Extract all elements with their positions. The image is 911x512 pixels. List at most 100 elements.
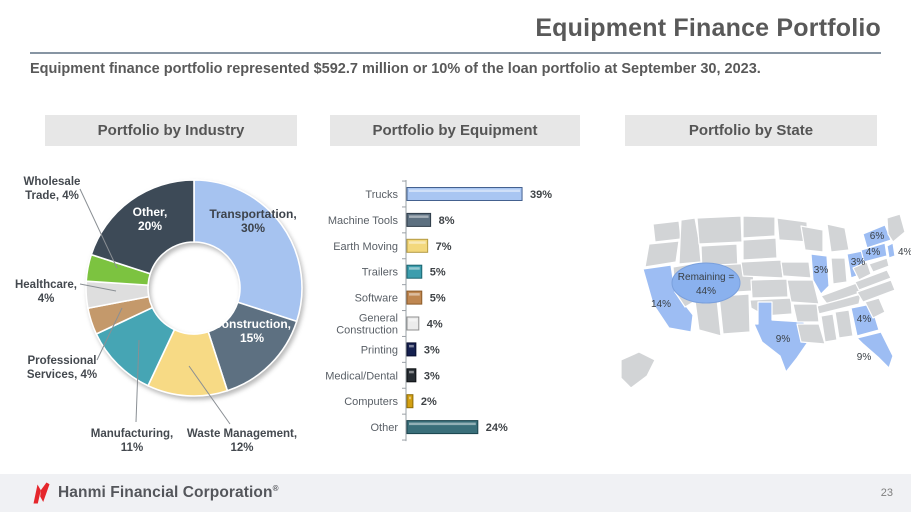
state-ms	[820, 313, 838, 343]
state-sc	[864, 297, 886, 319]
state-az	[694, 298, 722, 337]
bar-highlight	[409, 241, 426, 244]
state-nc	[856, 279, 896, 303]
bar-trailers	[406, 264, 423, 279]
section-header-state: Portfolio by State	[625, 115, 877, 146]
trademark-symbol: ®	[272, 483, 279, 493]
bar-value-computers: 2%	[421, 396, 437, 408]
state-mt	[696, 215, 743, 245]
brand: Hanmi Financial Corporation®	[30, 481, 279, 505]
bar-value-earth-moving: 7%	[436, 241, 452, 253]
section-header-industry: Portfolio by Industry	[45, 115, 297, 146]
bar-computers	[406, 394, 414, 409]
state-pa	[860, 242, 888, 263]
bar-highlight	[409, 189, 521, 192]
state-label-ny: 6%	[870, 231, 885, 242]
bar-general-construction	[406, 316, 420, 331]
bar-value-general-construction: 4%	[427, 319, 443, 331]
bar-category-earth-moving: Earth Moving	[333, 241, 398, 253]
leader-line-manufacturing	[135, 339, 140, 423]
industry-donut-chart: Transportation, 30% Construction, 15% Other,…	[15, 176, 303, 454]
state-label-oh: 3%	[851, 257, 866, 268]
state-ca	[642, 264, 694, 333]
state-neng	[886, 213, 906, 243]
remaining-bubble	[671, 262, 741, 304]
bar-highlight	[409, 370, 414, 374]
bar-medical-dental	[406, 368, 417, 383]
state-label-nj: 4%	[898, 247, 911, 258]
state-nj	[886, 242, 896, 259]
bar-machine-tools	[406, 212, 432, 227]
leader-line-professional-services	[96, 307, 123, 361]
state-ny	[862, 224, 892, 249]
state-label-ca: 14%	[651, 299, 671, 310]
bar-category-trailers: Trailers	[362, 267, 399, 279]
leader-line-waste-management	[188, 365, 231, 425]
equipment-bar-chart: Trucks 39% Machine Tools 8% Earth Moving 7% Tr…	[325, 180, 552, 442]
bar-software	[406, 290, 423, 305]
bar-value-machine-tools: 8%	[439, 215, 455, 227]
donut-segment-transportation	[193, 179, 303, 323]
donut-segment-other	[90, 179, 195, 275]
bar-value-medical-dental: 3%	[424, 370, 440, 382]
state-ar	[792, 303, 820, 323]
state-label-tx: 9%	[776, 334, 791, 345]
state-wi	[800, 225, 824, 253]
state-va	[854, 269, 892, 291]
state-al	[834, 309, 854, 339]
state-md	[868, 257, 890, 273]
bar-value-software: 5%	[430, 293, 446, 305]
donut-label-other: Other, 20%	[133, 205, 168, 233]
state-ak	[620, 351, 656, 389]
state-nd	[742, 215, 776, 239]
state-ne	[740, 259, 784, 279]
state-tx	[753, 301, 809, 373]
bar-highlight	[409, 293, 420, 296]
subtitle: Equipment finance portfolio represented …	[30, 61, 761, 77]
page-number: 23	[880, 487, 893, 499]
bar-category-medical-dental: Medical/Dental	[325, 370, 398, 382]
state-la	[796, 323, 826, 345]
donut-label-construction: Construction, 15%	[213, 317, 291, 345]
page-title: Equipment Finance Portfolio	[535, 14, 881, 42]
donut-label-healthcare: Healthcare, 4%	[15, 279, 77, 305]
leader-line-wholesale-trade	[79, 188, 118, 269]
section-header-equipment: Portfolio by Equipment	[330, 115, 580, 146]
donut-label-wholesale-trade: Wholesale Trade, 4%	[24, 176, 81, 202]
state-mo	[786, 279, 820, 305]
state-label-ga: 4%	[857, 314, 872, 325]
footer: Hanmi Financial Corporation® 23	[0, 474, 911, 512]
hanmi-logo-icon	[33, 482, 50, 504]
state-ks	[750, 278, 789, 299]
bar-category-general-construction: General Construction	[336, 313, 398, 337]
bar-highlight	[409, 319, 417, 322]
donut-label-transportation: Transportation, 30%	[209, 207, 296, 235]
bar-highlight	[409, 396, 411, 400]
state-wv	[852, 261, 872, 281]
title-rule	[30, 52, 881, 54]
bar-category-machine-tools: Machine Tools	[328, 215, 399, 227]
bar-category-other: Other	[370, 422, 398, 434]
bar-value-printing: 3%	[424, 344, 440, 356]
bar-earth-moving	[406, 238, 429, 253]
bar-category-computers: Computers	[344, 396, 398, 408]
leader-line-healthcare	[79, 283, 117, 292]
donut-label-manufacturing: Manufacturing, 11%	[91, 428, 173, 454]
state-label-il: 3%	[814, 265, 829, 276]
bar-highlight	[409, 422, 476, 426]
state-in	[830, 257, 848, 285]
bar-highlight	[409, 215, 429, 218]
state-ia	[780, 261, 812, 279]
bar-value-trucks: 39%	[530, 189, 552, 201]
bar-category-printing: Printing	[361, 344, 398, 356]
bar-other	[406, 420, 479, 435]
bar-category-trucks: Trucks	[365, 189, 398, 201]
bar-highlight	[409, 267, 420, 270]
state-label-fl: 9%	[857, 352, 872, 363]
state-map-chart: 14% 9% 3% 3% 6% 4% 4% 4% 9% Remaining =44%	[620, 213, 911, 389]
state-wa	[652, 220, 682, 243]
bar-highlight	[409, 344, 414, 348]
donut-label-waste-management: Waste Management, 12%	[187, 428, 297, 454]
state-nm	[718, 293, 751, 335]
